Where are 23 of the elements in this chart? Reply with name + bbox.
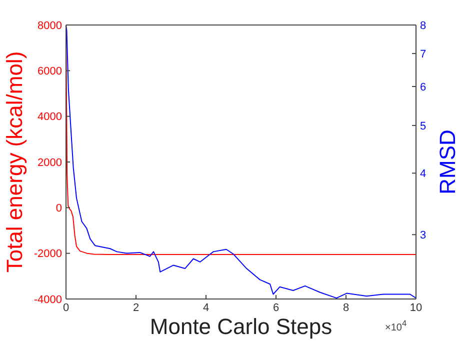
x-axis-title: Monte Carlo Steps [150,314,332,339]
x-tick-label: 4 [202,302,210,314]
y2-tick-label: 3 [420,230,426,242]
x-tick-label: 2 [132,302,140,314]
y-tick-label: 0 [56,202,62,215]
y2-tick-label: 8 [420,20,426,32]
x-tick-label: 10 [410,302,422,314]
y2-tick-label: 5 [420,120,426,132]
y2-tick-label: 7 [420,48,426,60]
y2-tick-label: 4 [420,168,426,180]
y-tick-label: 2000 [38,156,62,169]
y-tick-label: -2000 [34,248,62,260]
y2-axis-title: RMSD [434,130,460,194]
y-tick-label: 4000 [38,111,62,124]
x-tick-label: 6 [272,302,280,314]
x-tick-label: 8 [342,302,350,314]
text: ×10$^{4}$ [385,318,407,334]
y-tick-label: -4000 [34,294,62,306]
line-series [66,25,416,299]
y2-tick-label: 6 [420,81,426,94]
y-tick-label: 6000 [38,66,62,78]
y-axis-title: Total energy (kcal/mol) [2,51,27,273]
y-tick-label: 8000 [38,20,62,32]
